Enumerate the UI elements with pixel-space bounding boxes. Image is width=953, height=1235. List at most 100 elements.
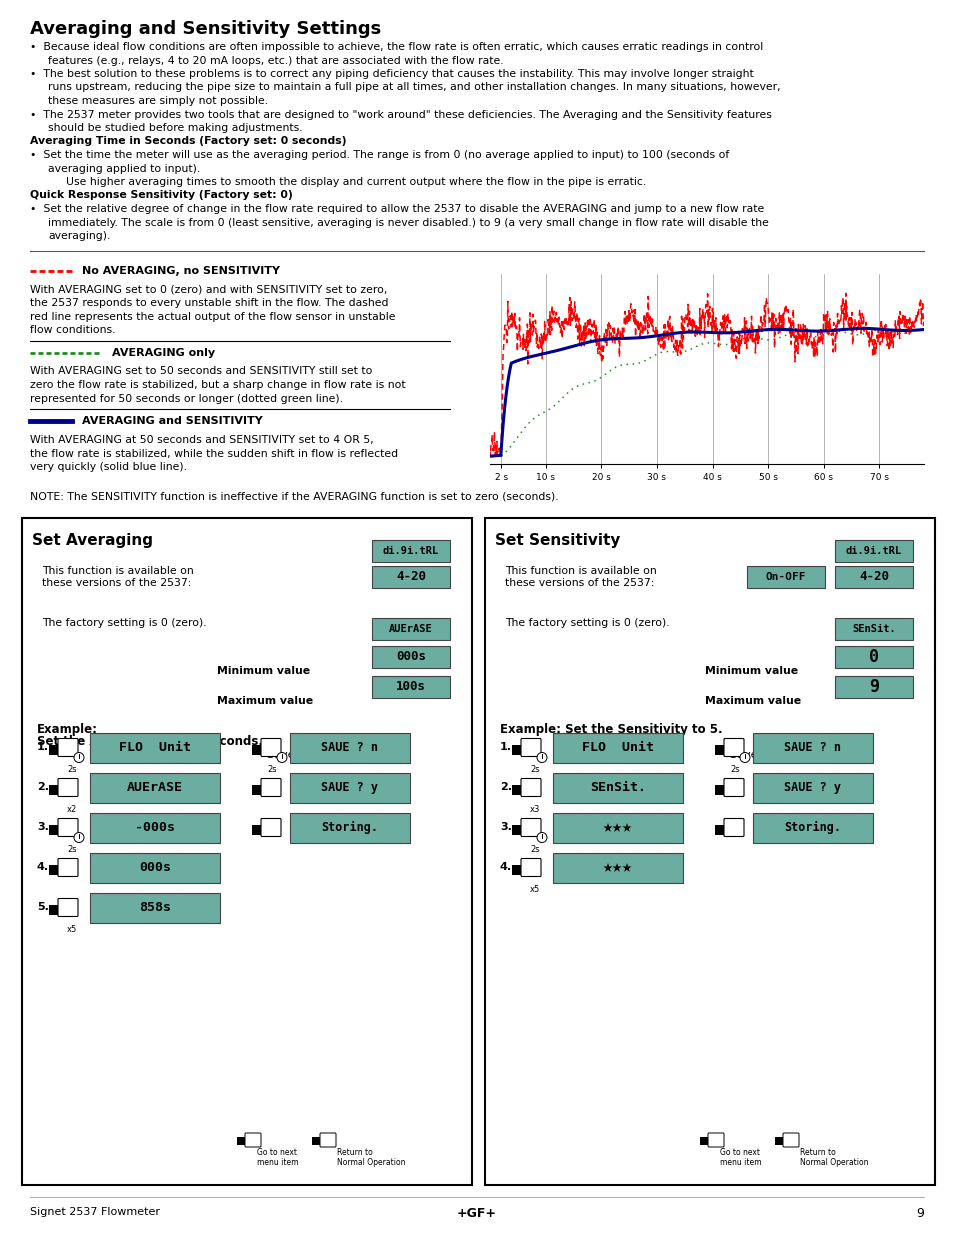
Bar	[512, 745, 521, 755]
FancyBboxPatch shape	[723, 739, 743, 757]
Text: Minimum value: Minimum value	[704, 666, 798, 676]
Text: ★★★: ★★★	[602, 858, 633, 877]
Text: 000s: 000s	[139, 861, 171, 874]
Bar	[372, 566, 450, 588]
Text: AVERAGING only: AVERAGING only	[112, 347, 214, 357]
Text: di.9i.tRL: di.9i.tRL	[382, 546, 438, 556]
Bar	[372, 540, 450, 562]
Bar	[714, 745, 724, 755]
FancyBboxPatch shape	[707, 1132, 723, 1147]
Text: Return to
Normal Operation: Return to Normal Operation	[336, 1149, 405, 1167]
Bar	[512, 784, 521, 794]
Circle shape	[537, 832, 546, 842]
Text: zero the flow rate is stabilized, but a sharp change in flow rate is not: zero the flow rate is stabilized, but a …	[30, 380, 405, 390]
Text: the 2537 responds to every unstable shift in the flow. The dashed: the 2537 responds to every unstable shif…	[30, 298, 388, 308]
Text: Signet 2537 Flowmeter: Signet 2537 Flowmeter	[30, 1207, 160, 1216]
Bar	[752, 732, 872, 762]
Text: With AVERAGING set to 0 (zero) and with SENSITIVITY set to zero,: With AVERAGING set to 0 (zero) and with …	[30, 284, 387, 294]
Text: should be studied before making adjustments.: should be studied before making adjustme…	[48, 124, 302, 133]
Bar	[512, 864, 521, 874]
Text: 3.: 3.	[37, 823, 49, 832]
FancyBboxPatch shape	[520, 778, 540, 797]
Bar	[236, 1137, 245, 1145]
Bar	[746, 566, 824, 588]
Text: 2s: 2s	[729, 764, 739, 773]
Circle shape	[74, 832, 84, 842]
Bar	[553, 732, 682, 762]
Text: AUErASE: AUErASE	[127, 781, 183, 794]
Text: Maximum value: Maximum value	[216, 695, 313, 705]
Bar	[49, 825, 59, 835]
Text: averaging).: averaging).	[48, 231, 111, 241]
Text: +GF+: +GF+	[456, 1207, 497, 1220]
Text: these versions of the 2537:: these versions of the 2537:	[42, 578, 192, 589]
Text: 2s: 2s	[67, 845, 77, 853]
FancyBboxPatch shape	[58, 899, 78, 916]
Text: 000s: 000s	[395, 650, 426, 663]
Text: NOTE: The SENSITIVITY function is ineffective if the AVERAGING function is set t: NOTE: The SENSITIVITY function is ineffe…	[30, 492, 558, 501]
Circle shape	[276, 752, 287, 762]
Text: •  The 2537 meter provides two tools that are designed to "work around" these de: • The 2537 meter provides two tools that…	[30, 110, 771, 120]
FancyBboxPatch shape	[520, 819, 540, 836]
FancyBboxPatch shape	[261, 819, 281, 836]
Text: 858s: 858s	[139, 902, 171, 914]
Bar	[90, 773, 220, 803]
Bar	[484, 517, 934, 1186]
Bar	[312, 1137, 319, 1145]
Text: ★★★: ★★★	[602, 819, 633, 836]
Text: 1.: 1.	[37, 742, 49, 752]
FancyBboxPatch shape	[319, 1132, 335, 1147]
Text: •  Set the time the meter will use as the averaging period. The range is from 0 : • Set the time the meter will use as the…	[30, 149, 728, 161]
Text: 2s: 2s	[267, 764, 276, 773]
Text: On-OFF: On-OFF	[765, 572, 805, 582]
Text: •  Because ideal flow conditions are often impossible to achieve, the flow rate : • Because ideal flow conditions are ofte…	[30, 42, 762, 52]
Bar	[774, 1137, 782, 1145]
Text: Save the new setting:: Save the new setting:	[267, 751, 389, 761]
FancyBboxPatch shape	[261, 778, 281, 797]
Text: 2.: 2.	[37, 783, 49, 793]
FancyBboxPatch shape	[261, 739, 281, 757]
Bar	[49, 864, 59, 874]
Text: these measures are simply not possible.: these measures are simply not possible.	[48, 96, 268, 106]
Text: 100s: 100s	[395, 680, 426, 693]
Text: AVERAGING and SENSITIVITY: AVERAGING and SENSITIVITY	[82, 416, 262, 426]
Bar	[834, 646, 912, 667]
Text: x5: x5	[529, 884, 539, 893]
Bar	[290, 773, 410, 803]
Text: With AVERAGING set to 50 seconds and SENSITIVITY still set to: With AVERAGING set to 50 seconds and SEN…	[30, 367, 372, 377]
Text: •  Set the relative degree of change in the flow rate required to allow the 2537: • Set the relative degree of change in t…	[30, 204, 763, 214]
Bar	[700, 1137, 707, 1145]
Text: these versions of the 2537:: these versions of the 2537:	[504, 578, 654, 589]
Text: very quickly (solid blue line).: very quickly (solid blue line).	[30, 462, 187, 472]
Circle shape	[537, 752, 546, 762]
Text: SAUE ? y: SAUE ? y	[321, 781, 378, 794]
Bar	[22, 517, 472, 1186]
Text: 3.: 3.	[499, 823, 512, 832]
FancyBboxPatch shape	[245, 1132, 261, 1147]
Bar	[834, 566, 912, 588]
Text: x3: x3	[529, 804, 539, 814]
Text: FLO  Unit: FLO Unit	[119, 741, 191, 755]
FancyBboxPatch shape	[723, 778, 743, 797]
FancyBboxPatch shape	[58, 858, 78, 877]
Text: SEnSit.: SEnSit.	[589, 781, 645, 794]
Text: 9: 9	[915, 1207, 923, 1220]
Text: Go to next
menu item: Go to next menu item	[720, 1149, 760, 1167]
Text: Return to
Normal Operation: Return to Normal Operation	[800, 1149, 867, 1167]
Text: Set the Averaging for 50 seconds.: Set the Averaging for 50 seconds.	[37, 736, 263, 748]
FancyBboxPatch shape	[58, 819, 78, 836]
FancyBboxPatch shape	[520, 739, 540, 757]
Bar	[372, 676, 450, 698]
Text: 4-20: 4-20	[858, 571, 888, 583]
FancyBboxPatch shape	[58, 739, 78, 757]
Bar	[49, 904, 59, 914]
Text: immediately. The scale is from 0 (least sensitive, averaging is never disabled.): immediately. The scale is from 0 (least …	[48, 217, 768, 227]
Text: features (e.g., relays, 4 to 20 mA loops, etc.) that are associated with the flo: features (e.g., relays, 4 to 20 mA loops…	[48, 56, 503, 65]
Bar	[290, 732, 410, 762]
Text: 4.: 4.	[37, 862, 49, 872]
Text: Storing.: Storing.	[783, 821, 841, 834]
Text: the flow rate is stabilized, while the sudden shift in flow is reflected: the flow rate is stabilized, while the s…	[30, 448, 397, 458]
Text: 9: 9	[868, 678, 878, 695]
Text: 1.: 1.	[499, 742, 512, 752]
Text: SEnSit.: SEnSit.	[851, 624, 895, 634]
